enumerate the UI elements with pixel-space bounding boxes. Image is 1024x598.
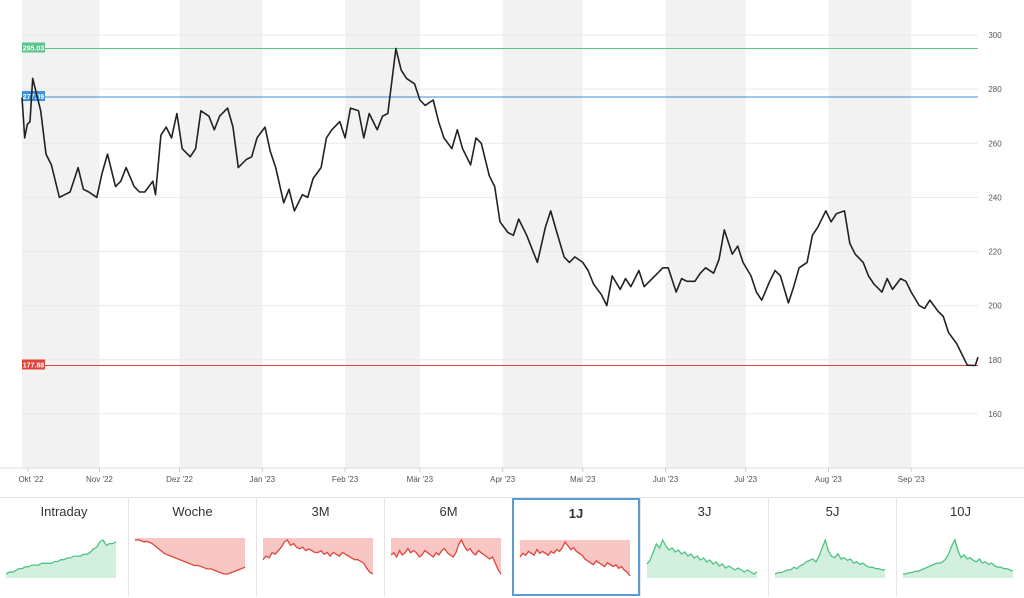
x-tick-label: Feb '23: [332, 475, 359, 484]
range-tile-label: Intraday: [40, 504, 88, 519]
sparkline-area: [263, 538, 373, 574]
range-tile-label: 5J: [825, 504, 840, 519]
range-tile-woche[interactable]: Woche: [128, 498, 256, 596]
x-tick-label: Sep '23: [898, 475, 925, 484]
sparkline-area: [135, 538, 245, 574]
sparkline-line: [135, 539, 246, 575]
range-tile-sparkline: [262, 538, 374, 575]
reference-tag-label: 177.88: [23, 363, 45, 370]
reference-tag: [22, 91, 45, 102]
sparkline-line: [5, 539, 117, 575]
range-tile-sparkline: [390, 538, 502, 575]
y-tick-label: 260: [988, 139, 1002, 148]
range-tile-label: 3J: [697, 504, 712, 519]
x-tick-label: Aug '23: [815, 475, 842, 484]
range-tile-label: 10J: [950, 504, 971, 519]
x-axis-ticks: Okt '22 Nov '22 Dez '22 Jan '23 Feb '23 Mär '…: [18, 468, 925, 484]
sparkline-area: [391, 538, 501, 574]
month-band: [22, 0, 100, 468]
sparkline-area: [903, 540, 1013, 578]
month-band: [345, 0, 420, 468]
y-axis-ticks: 160 180 200 220 240 260 280 300: [988, 31, 1002, 419]
range-tile-sparkline: [5, 539, 117, 578]
range-tile-label: 1J: [568, 506, 584, 521]
x-tick-label: Mär '23: [407, 475, 434, 484]
reference-tag: [22, 42, 45, 53]
range-tile-label: 6M: [439, 504, 458, 519]
x-tick-label: Nov '22: [86, 475, 113, 484]
price-chart[interactable]: 295.03 277.09 177.88 160 180 200 220 240 260 280…: [0, 0, 1024, 497]
month-bands: [22, 0, 912, 468]
reference-tag-label: 295.03: [23, 46, 45, 53]
month-band: [665, 0, 746, 468]
range-tile-sparkline: [135, 538, 246, 575]
range-tile-5j[interactable]: 5J: [768, 498, 896, 596]
range-tile-6m[interactable]: 6M: [384, 498, 512, 596]
range-tile-sparkline: [519, 540, 631, 577]
x-tick-label: Jun '23: [653, 475, 679, 484]
range-tile-3m[interactable]: 3M: [256, 498, 384, 596]
sparkline-area: [520, 540, 630, 576]
x-tick-label: Jul '23: [734, 475, 757, 484]
reference-tag-label: 277.09: [23, 94, 45, 101]
x-tick-label: Dez '22: [166, 475, 193, 484]
reference-tag: [22, 359, 45, 370]
month-band: [179, 0, 263, 468]
range-tile-sparkline: [903, 538, 1014, 578]
y-tick-label: 240: [988, 193, 1002, 202]
sparkline-line: [390, 538, 502, 575]
sparkline-area: [775, 540, 885, 578]
range-selector: Intraday Woche 3M 6M 1J 3J 5J 10J: [0, 497, 1024, 598]
range-tile-10j[interactable]: 10J: [896, 498, 1024, 596]
sparkline-area: [6, 540, 116, 578]
y-tick-label: 200: [988, 302, 1002, 311]
range-tile-label: 3M: [311, 504, 330, 519]
price-line: [21, 47, 979, 367]
range-tile-label: Woche: [172, 504, 213, 519]
y-tick-label: 300: [988, 31, 1002, 40]
range-tile-3j[interactable]: 3J: [640, 498, 768, 596]
range-tile-1j[interactable]: 1J: [512, 498, 640, 596]
x-tick-label: Jan '23: [250, 475, 276, 484]
month-band: [828, 0, 912, 468]
price-series: [21, 47, 979, 367]
sparkline-line: [646, 538, 758, 575]
x-tick-label: Mai '23: [570, 475, 596, 484]
sparkline-line: [262, 539, 374, 575]
y-tick-label: 220: [988, 248, 1002, 257]
sparkline-line: [519, 540, 631, 577]
y-tick-label: 180: [988, 356, 1002, 365]
range-tile-sparkline: [774, 537, 885, 578]
x-tick-label: Apr '23: [490, 475, 516, 484]
month-band: [502, 0, 583, 468]
sparkline-line: [774, 537, 885, 575]
y-tick-label: 160: [988, 410, 1002, 419]
range-tile-intraday[interactable]: Intraday: [0, 498, 128, 596]
range-tile-sparkline: [646, 538, 758, 578]
y-tick-label: 280: [988, 85, 1002, 94]
sparkline-line: [903, 538, 1014, 575]
x-tick-label: Okt '22: [18, 475, 44, 484]
reference-lines: 295.03 277.09 177.88: [22, 42, 978, 370]
